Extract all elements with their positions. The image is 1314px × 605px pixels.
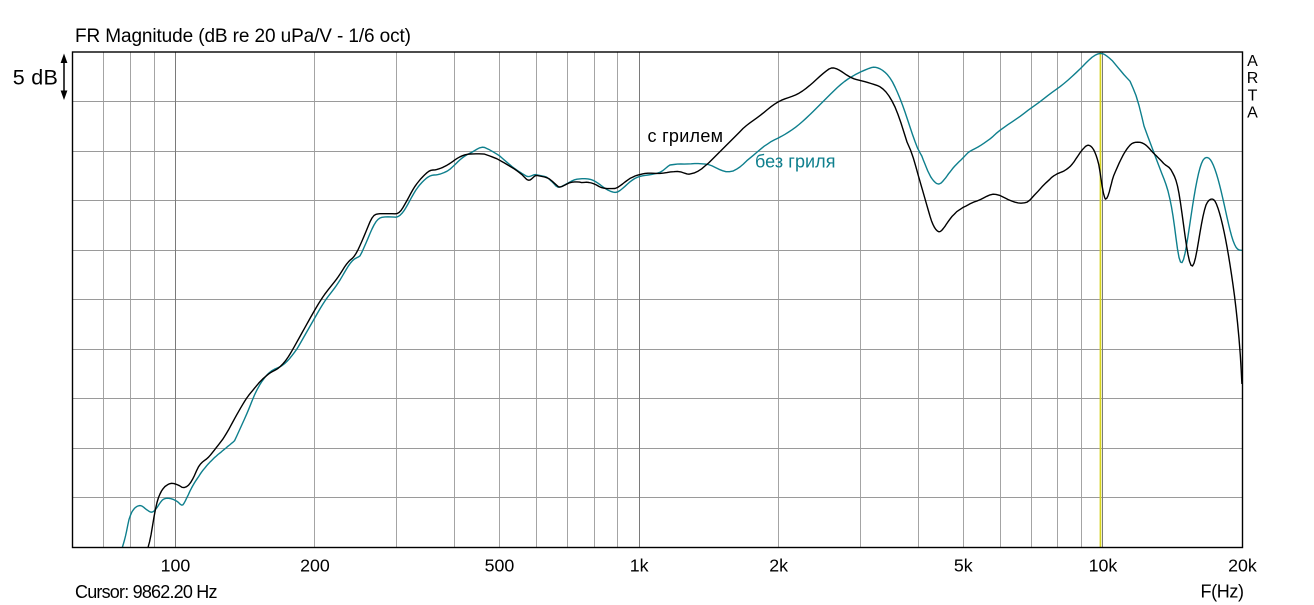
svg-text:20k: 20k	[1228, 556, 1257, 576]
svg-text:A: A	[1247, 53, 1258, 70]
svg-text:без гриля: без гриля	[755, 151, 836, 171]
svg-text:T: T	[1248, 87, 1258, 104]
svg-text:FR Magnitude (dB re 20 uPa/V -: FR Magnitude (dB re 20 uPa/V - 1/6 oct)	[75, 26, 411, 47]
svg-text:A: A	[1247, 105, 1258, 122]
svg-text:Cursor: 9862.20 Hz: Cursor: 9862.20 Hz	[75, 582, 218, 602]
svg-text:200: 200	[300, 556, 330, 576]
svg-text:10k: 10k	[1089, 556, 1118, 576]
svg-text:5 dB: 5 dB	[13, 65, 58, 89]
svg-text:с грилем: с грилем	[648, 126, 724, 146]
svg-text:100: 100	[161, 556, 191, 576]
svg-text:500: 500	[485, 556, 515, 576]
svg-text:R: R	[1247, 70, 1259, 87]
svg-text:1k: 1k	[630, 556, 649, 576]
svg-text:2k: 2k	[769, 556, 788, 576]
svg-text:F(Hz): F(Hz)	[1201, 582, 1245, 602]
svg-text:5k: 5k	[954, 556, 973, 576]
